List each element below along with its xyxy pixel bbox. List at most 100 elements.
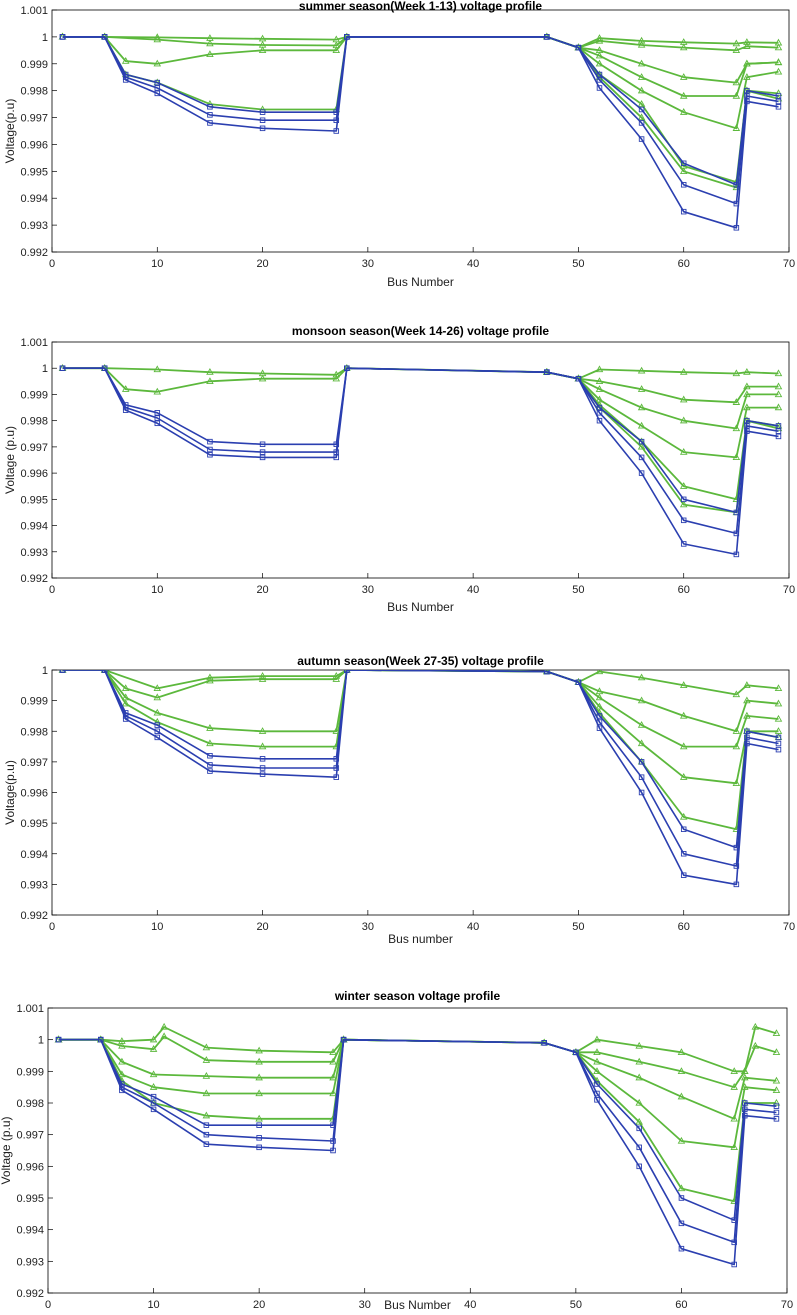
triangle-marker xyxy=(149,1035,158,1043)
triangle-marker xyxy=(679,91,688,99)
series-group xyxy=(58,364,783,558)
square-marker xyxy=(775,98,782,105)
triangle-marker xyxy=(206,739,214,747)
triangle-marker xyxy=(679,742,688,750)
triangle-marker xyxy=(153,708,162,716)
square-marker xyxy=(259,449,266,455)
summer-chart-svg: summer season(Week 1-13) voltage profile… xyxy=(3,0,795,289)
triangle-marker xyxy=(153,59,162,67)
square-marker xyxy=(122,77,129,83)
y-tick-label: 0.995 xyxy=(20,818,48,830)
x-tick-label: 60 xyxy=(678,921,690,933)
triangle-marker xyxy=(206,39,214,47)
square-marker xyxy=(333,454,340,461)
square-marker xyxy=(259,109,266,115)
triangle-marker xyxy=(121,684,130,692)
square-marker xyxy=(744,734,750,741)
triangle-marker xyxy=(149,1083,158,1090)
triangle-marker xyxy=(732,46,741,53)
triangle-marker xyxy=(743,368,751,375)
y-tick-label: 0.992 xyxy=(20,910,48,922)
series-group xyxy=(58,670,783,888)
square-marker xyxy=(154,85,161,91)
triangle-marker xyxy=(635,1073,643,1081)
triangle-marker xyxy=(772,1048,781,1055)
square-marker xyxy=(680,826,687,832)
x-tick-label: 20 xyxy=(256,584,268,596)
triangle-marker xyxy=(774,684,783,692)
square-marker xyxy=(638,106,645,113)
y-tick-label: 0.997 xyxy=(20,757,48,769)
triangle-marker xyxy=(732,453,741,461)
y-tick-label: 0.995 xyxy=(20,166,48,178)
square-marker xyxy=(259,765,266,771)
square-marker xyxy=(259,771,266,777)
triangle-marker xyxy=(774,382,783,390)
x-tick-label: 50 xyxy=(572,921,584,933)
series-group xyxy=(54,1022,781,1268)
y-tick-label: 1.001 xyxy=(20,337,48,349)
triangle-marker xyxy=(153,35,162,43)
triangle-marker xyxy=(153,693,162,701)
square-marker xyxy=(775,740,782,747)
x-tick-label: 40 xyxy=(467,584,479,596)
y-tick-label: 0.995 xyxy=(16,1193,44,1205)
triangle-marker xyxy=(258,675,267,682)
winter-voltage-chart: winter season voltage profile 0 10 20 30 40 50… xyxy=(0,988,797,1315)
x-tick-label: 10 xyxy=(151,258,163,270)
square-marker xyxy=(150,1106,157,1113)
triangle-marker xyxy=(743,42,751,49)
triangle-marker xyxy=(732,91,741,99)
y-tick-label: 0.992 xyxy=(16,1288,44,1300)
triangle-marker xyxy=(149,1045,158,1052)
triangle-marker xyxy=(593,1035,601,1043)
square-marker xyxy=(154,728,161,734)
triangle-marker xyxy=(677,1184,686,1192)
triangle-marker xyxy=(595,365,604,373)
x-tick-label: 50 xyxy=(572,584,584,596)
square-marker xyxy=(573,1049,579,1056)
x-tick-label: 0 xyxy=(49,584,55,596)
square-marker xyxy=(680,850,687,857)
triangle-marker xyxy=(774,390,783,398)
series-line-green-low xyxy=(546,36,779,184)
triangle-marker xyxy=(118,1070,126,1078)
y-tick-label: 0.999 xyxy=(20,59,48,71)
y-tick-label: 0.999 xyxy=(20,389,48,401)
triangle-marker xyxy=(206,368,214,375)
autumn-voltage-chart: autumn season(Week 27-35) voltage profil… xyxy=(0,655,797,955)
square-marker xyxy=(203,1131,210,1138)
series-line-green-mid-2 xyxy=(62,670,779,785)
triangle-marker xyxy=(593,1057,601,1065)
triangle-marker xyxy=(679,43,688,51)
y-tick-label: 0.994 xyxy=(20,193,48,205)
square-marker xyxy=(775,93,782,99)
triangle-marker xyxy=(637,99,646,107)
triangle-marker xyxy=(329,1073,337,1081)
y-tick-label: 0.996 xyxy=(20,468,48,480)
triangle-marker xyxy=(595,693,604,701)
triangle-marker xyxy=(637,696,646,704)
triangle-marker xyxy=(743,38,751,45)
triangle-marker xyxy=(741,1067,749,1074)
square-marker xyxy=(544,670,550,675)
x-tick-label: 60 xyxy=(678,584,690,596)
square-marker xyxy=(333,774,340,780)
square-marker xyxy=(636,1144,642,1151)
triangle-marker xyxy=(732,424,741,432)
x-axis-label: Bus number xyxy=(388,932,453,946)
triangle-marker xyxy=(206,377,214,384)
square-marker xyxy=(59,365,66,371)
square-marker xyxy=(541,1040,547,1046)
triangle-marker xyxy=(593,1067,601,1074)
triangle-marker xyxy=(774,369,783,377)
square-marker xyxy=(636,1125,642,1132)
square-marker xyxy=(207,438,213,445)
triangle-marker xyxy=(743,681,751,688)
triangle-marker xyxy=(635,1057,643,1065)
square-marker xyxy=(330,1147,336,1154)
triangle-marker xyxy=(732,124,741,131)
triangle-marker xyxy=(637,403,646,411)
square-marker xyxy=(678,1245,685,1252)
square-marker xyxy=(207,112,213,118)
